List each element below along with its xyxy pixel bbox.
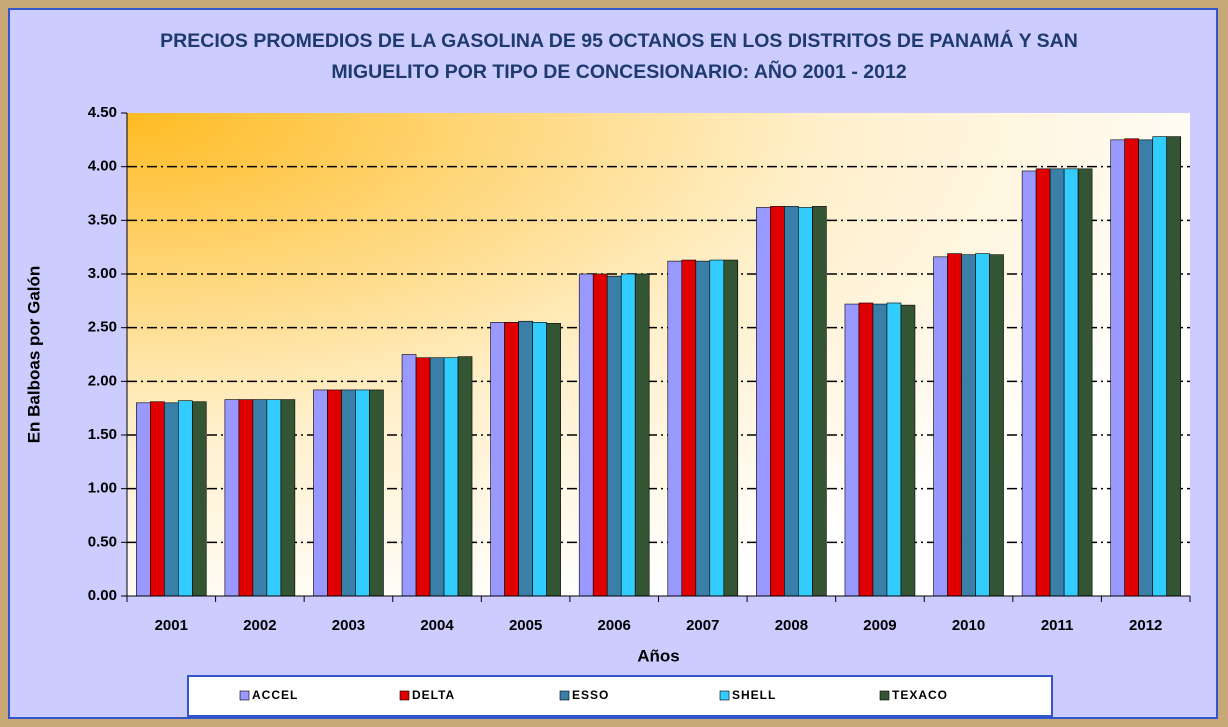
bar <box>238 399 254 597</box>
bar <box>933 256 948 597</box>
bar <box>592 273 608 597</box>
bar <box>770 206 785 597</box>
bar <box>457 356 473 597</box>
bar <box>1152 136 1168 597</box>
bar <box>401 354 417 597</box>
y-tick-label: 1.00 <box>88 480 117 497</box>
x-tick-label: 2001 <box>155 617 188 634</box>
bar <box>1166 136 1182 597</box>
bar <box>709 259 725 597</box>
y-tick-label: 2.00 <box>88 372 117 389</box>
bar <box>1021 170 1037 597</box>
bar <box>518 320 533 597</box>
y-tick-label: 3.50 <box>88 211 117 228</box>
bar <box>975 253 990 597</box>
bar <box>313 389 328 597</box>
legend-box <box>187 675 1053 717</box>
bar <box>252 399 268 597</box>
bar <box>844 303 860 597</box>
bar <box>886 302 902 597</box>
bar <box>191 401 207 597</box>
x-tick-label: 2005 <box>509 617 542 634</box>
bar <box>341 389 356 597</box>
bar <box>756 207 771 597</box>
bar <box>989 254 1004 597</box>
bar <box>961 254 976 597</box>
bar <box>266 399 282 597</box>
x-tick-label: 2006 <box>598 617 631 634</box>
bar <box>947 253 962 597</box>
y-tick-label: 0.50 <box>88 533 117 550</box>
bar <box>429 357 445 597</box>
bar <box>532 321 547 597</box>
y-tick-label: 1.50 <box>88 426 117 443</box>
x-tick-label: 2002 <box>243 617 276 634</box>
legend-swatch <box>239 690 250 701</box>
x-tick-label: 2003 <box>332 617 365 634</box>
bar <box>546 323 561 597</box>
bar <box>177 400 193 597</box>
bar <box>327 389 342 597</box>
y-tick-label: 4.50 <box>88 104 117 121</box>
bar <box>858 302 874 597</box>
bar <box>872 303 888 597</box>
legend-swatch <box>719 690 730 701</box>
legend-swatch <box>879 690 890 701</box>
bar <box>812 206 827 597</box>
legend-label: TEXACO <box>892 688 948 702</box>
x-tick-label: 2010 <box>952 617 985 634</box>
chart-title: PRECIOS PROMEDIOS DE LA GASOLINA DE 95 O… <box>160 30 1078 83</box>
bar <box>1138 139 1154 597</box>
x-axis-label: Años <box>637 646 680 665</box>
y-axis-label: En Balboas por Galón <box>24 266 43 444</box>
bar <box>415 357 431 597</box>
y-tick-label: 3.00 <box>88 265 117 282</box>
bar <box>667 260 683 597</box>
x-tick-label: 2007 <box>686 617 719 634</box>
bar <box>369 389 384 597</box>
x-tick-label: 2011 <box>1041 617 1074 634</box>
legend-label: DELTA <box>412 688 455 702</box>
bar <box>784 206 799 597</box>
x-tick-label: 2004 <box>420 617 454 634</box>
bar <box>490 321 505 597</box>
bar <box>798 207 813 597</box>
bar <box>620 273 636 597</box>
legend-swatch <box>559 690 570 701</box>
bar <box>606 275 622 597</box>
plot-area <box>127 113 1190 596</box>
bar <box>443 357 459 597</box>
bar <box>355 389 370 597</box>
legend-label: ESSO <box>572 688 609 702</box>
bar <box>634 273 650 597</box>
bar <box>280 399 296 597</box>
bar <box>163 402 179 597</box>
bar <box>1110 139 1126 597</box>
bar <box>695 260 711 597</box>
bar <box>723 259 739 597</box>
bar <box>1124 138 1140 597</box>
bar <box>504 321 519 597</box>
x-tick-label: 2009 <box>863 617 896 634</box>
bar <box>1035 168 1051 597</box>
legend-swatch <box>399 690 410 701</box>
bar <box>1049 168 1065 597</box>
bar <box>1077 168 1093 597</box>
bar <box>135 402 151 597</box>
bar <box>1063 168 1079 597</box>
legend-label: SHELL <box>732 688 776 702</box>
bar <box>578 273 594 597</box>
bar <box>224 399 240 597</box>
x-tick-label: 2008 <box>775 617 808 634</box>
legend-label: ACCEL <box>252 688 298 702</box>
y-tick-label: 0.00 <box>88 587 117 604</box>
x-tick-label: 2012 <box>1129 617 1162 634</box>
bar <box>149 401 165 597</box>
bar <box>900 304 916 597</box>
y-tick-label: 2.50 <box>88 319 117 336</box>
y-tick-label: 4.00 <box>88 158 117 175</box>
bar <box>681 259 697 597</box>
